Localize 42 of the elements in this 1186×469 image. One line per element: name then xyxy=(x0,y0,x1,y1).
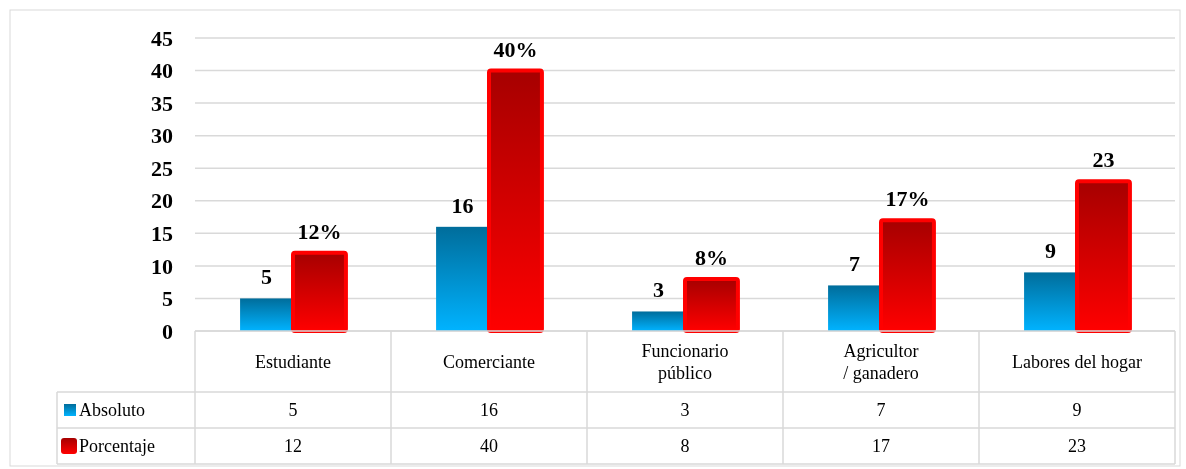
annotation: 17% xyxy=(885,186,930,212)
annotation: 3 xyxy=(653,277,665,303)
data-label: 23 xyxy=(1068,436,1086,457)
data-label: 8 xyxy=(680,436,690,457)
data-label: 40 xyxy=(480,436,498,457)
y-tick-label: 0 xyxy=(162,318,173,344)
data-label: 9 xyxy=(1072,400,1082,421)
annotation: 16 xyxy=(451,192,474,218)
annotation: 8% xyxy=(694,244,728,270)
annotation: 40% xyxy=(493,36,538,62)
x-tick-label: Agricultor / ganadero xyxy=(843,340,919,383)
annotation: 9 xyxy=(1045,238,1057,264)
y-tick-label: 20 xyxy=(151,188,173,214)
y-tick-label: 35 xyxy=(151,90,173,116)
data-label: 16 xyxy=(480,400,498,421)
annotation: 23 xyxy=(1092,147,1115,173)
annotation: 5 xyxy=(261,264,273,290)
bar xyxy=(240,298,293,331)
x-tick-label: Comerciante xyxy=(443,351,535,372)
legend-label: Absoluto xyxy=(79,400,146,421)
data-label: 7 xyxy=(876,400,886,421)
annotation: 7 xyxy=(849,251,861,277)
bar xyxy=(1024,272,1077,331)
y-tick-label: 15 xyxy=(151,221,173,247)
x-tick-label: Labores del hogar xyxy=(1012,351,1142,372)
bar xyxy=(828,285,881,331)
bar xyxy=(436,226,489,331)
data-label: 12 xyxy=(284,436,302,457)
x-tick-label: Estudiante xyxy=(255,351,331,372)
legend-label: Porcentaje xyxy=(79,436,155,457)
data-label: 5 xyxy=(288,400,298,421)
data-label: 3 xyxy=(680,400,690,421)
data-label: 17 xyxy=(872,436,890,457)
y-tick-label: 25 xyxy=(151,155,173,181)
x-tick-label: Funcionario público xyxy=(641,340,729,383)
y-tick-label: 40 xyxy=(151,58,173,84)
annotation: 12% xyxy=(297,218,342,244)
y-tick-label: 5 xyxy=(162,286,173,312)
bar xyxy=(632,311,685,331)
y-tick-label: 10 xyxy=(151,253,173,279)
y-tick-label: 30 xyxy=(151,123,173,149)
y-tick-label: 45 xyxy=(151,25,173,51)
